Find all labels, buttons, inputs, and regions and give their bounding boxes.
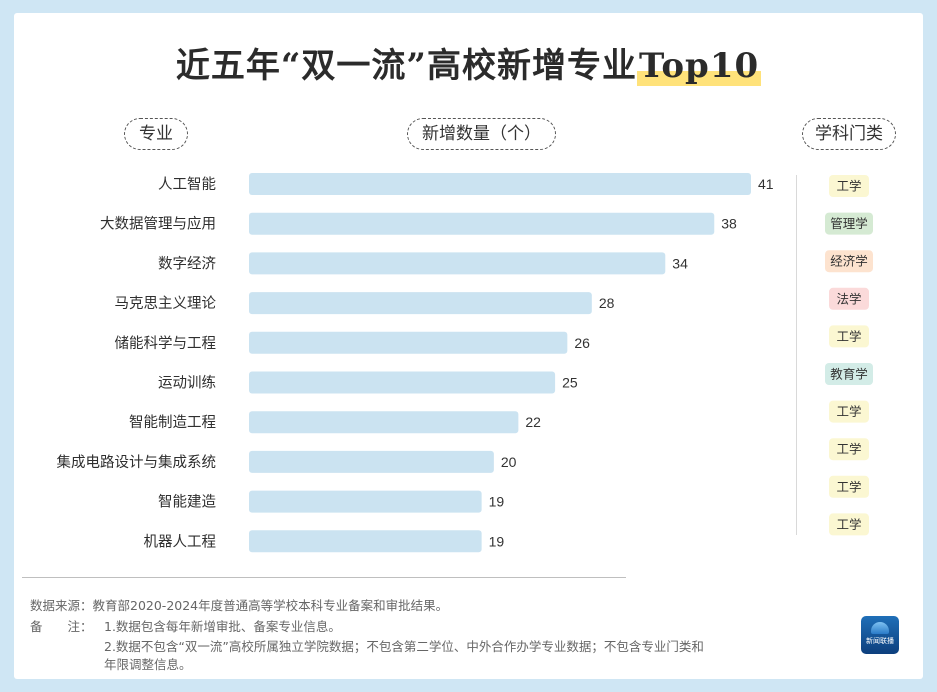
value-label: 19 (489, 494, 505, 510)
bar (249, 252, 666, 275)
discipline-label: 管理学 (830, 216, 868, 231)
value-label: 20 (501, 454, 517, 470)
value-label: 22 (525, 414, 541, 430)
news-logo: 新闻联播 (861, 616, 899, 654)
discipline-label: 工学 (836, 517, 861, 532)
header-category: 学科门类 (802, 118, 896, 150)
discipline-badge (829, 325, 869, 348)
bar (249, 212, 715, 235)
header-major: 专业 (124, 118, 188, 150)
discipline-badge (829, 475, 869, 498)
title-highlight: Top10 (636, 46, 762, 86)
category-label: 储能科学与工程 (115, 335, 217, 352)
discipline-label: 经济学 (830, 254, 868, 269)
logo-text: 新闻联播 (866, 637, 894, 645)
discipline-label: 工学 (836, 479, 861, 494)
bar (249, 371, 556, 394)
category-divider (796, 175, 797, 535)
value-label: 26 (574, 335, 590, 351)
category-label: 机器人工程 (144, 533, 217, 550)
value-label: 19 (489, 533, 505, 549)
discipline-label: 工学 (836, 329, 861, 344)
value-label: 34 (672, 255, 688, 271)
bar (249, 530, 482, 553)
bar (249, 450, 494, 473)
category-label: 人工智能 (158, 176, 216, 193)
category-label: 智能建造 (158, 494, 216, 511)
discipline-label: 工学 (836, 179, 861, 194)
header-count: 新增数量（个） (407, 118, 556, 150)
category-label: 马克思主义理论 (115, 295, 217, 312)
category-label: 运动训练 (158, 375, 216, 392)
discipline-badge (825, 212, 873, 235)
discipline-badge (825, 363, 873, 385)
footer-note-label: 备 注： (30, 619, 93, 634)
category-label: 大数据管理与应用 (100, 215, 216, 233)
footer-note-2b: 年限调整信息。 (104, 657, 192, 672)
discipline-badge (825, 250, 873, 273)
category-label: 智能制造工程 (129, 414, 216, 431)
discipline-badge (829, 287, 869, 310)
bar (249, 173, 751, 195)
discipline-badge (829, 400, 869, 423)
chart-title: 近五年“双一流”高校新增专业Top10 (0, 38, 937, 87)
footer-divider (22, 577, 626, 578)
discipline-label: 法学 (836, 291, 861, 306)
value-label: 41 (758, 176, 774, 192)
discipline-badge (829, 513, 869, 536)
title-main: 近五年“双一流”高校新增专业 (175, 46, 637, 86)
category-label: 数字经济 (158, 255, 216, 272)
discipline-label: 工学 (836, 404, 861, 419)
discipline-label: 工学 (836, 442, 861, 457)
bar (249, 411, 519, 434)
footer-source: 数据来源：教育部2020-2024年度普通高等学校本科专业备案和审批结果。 (30, 598, 449, 613)
footer-note-2a: 2.数据不包含“双一流”高校所属独立学院数据；不包含第二学位、中外合作办学专业数… (104, 639, 704, 654)
discipline-label: 教育学 (830, 367, 868, 382)
bar (249, 331, 568, 354)
footer-note-1: 1.数据包含每年新增审批、备案专业信息。 (104, 619, 341, 634)
news-globe-icon (871, 622, 889, 634)
value-label: 28 (599, 295, 615, 311)
value-label: 38 (721, 216, 737, 232)
bar (249, 490, 482, 513)
bar (249, 292, 592, 315)
discipline-badge (829, 438, 869, 461)
discipline-badge (829, 175, 869, 197)
category-label: 集成电路设计与集成系统 (57, 454, 217, 471)
value-label: 25 (562, 375, 578, 391)
